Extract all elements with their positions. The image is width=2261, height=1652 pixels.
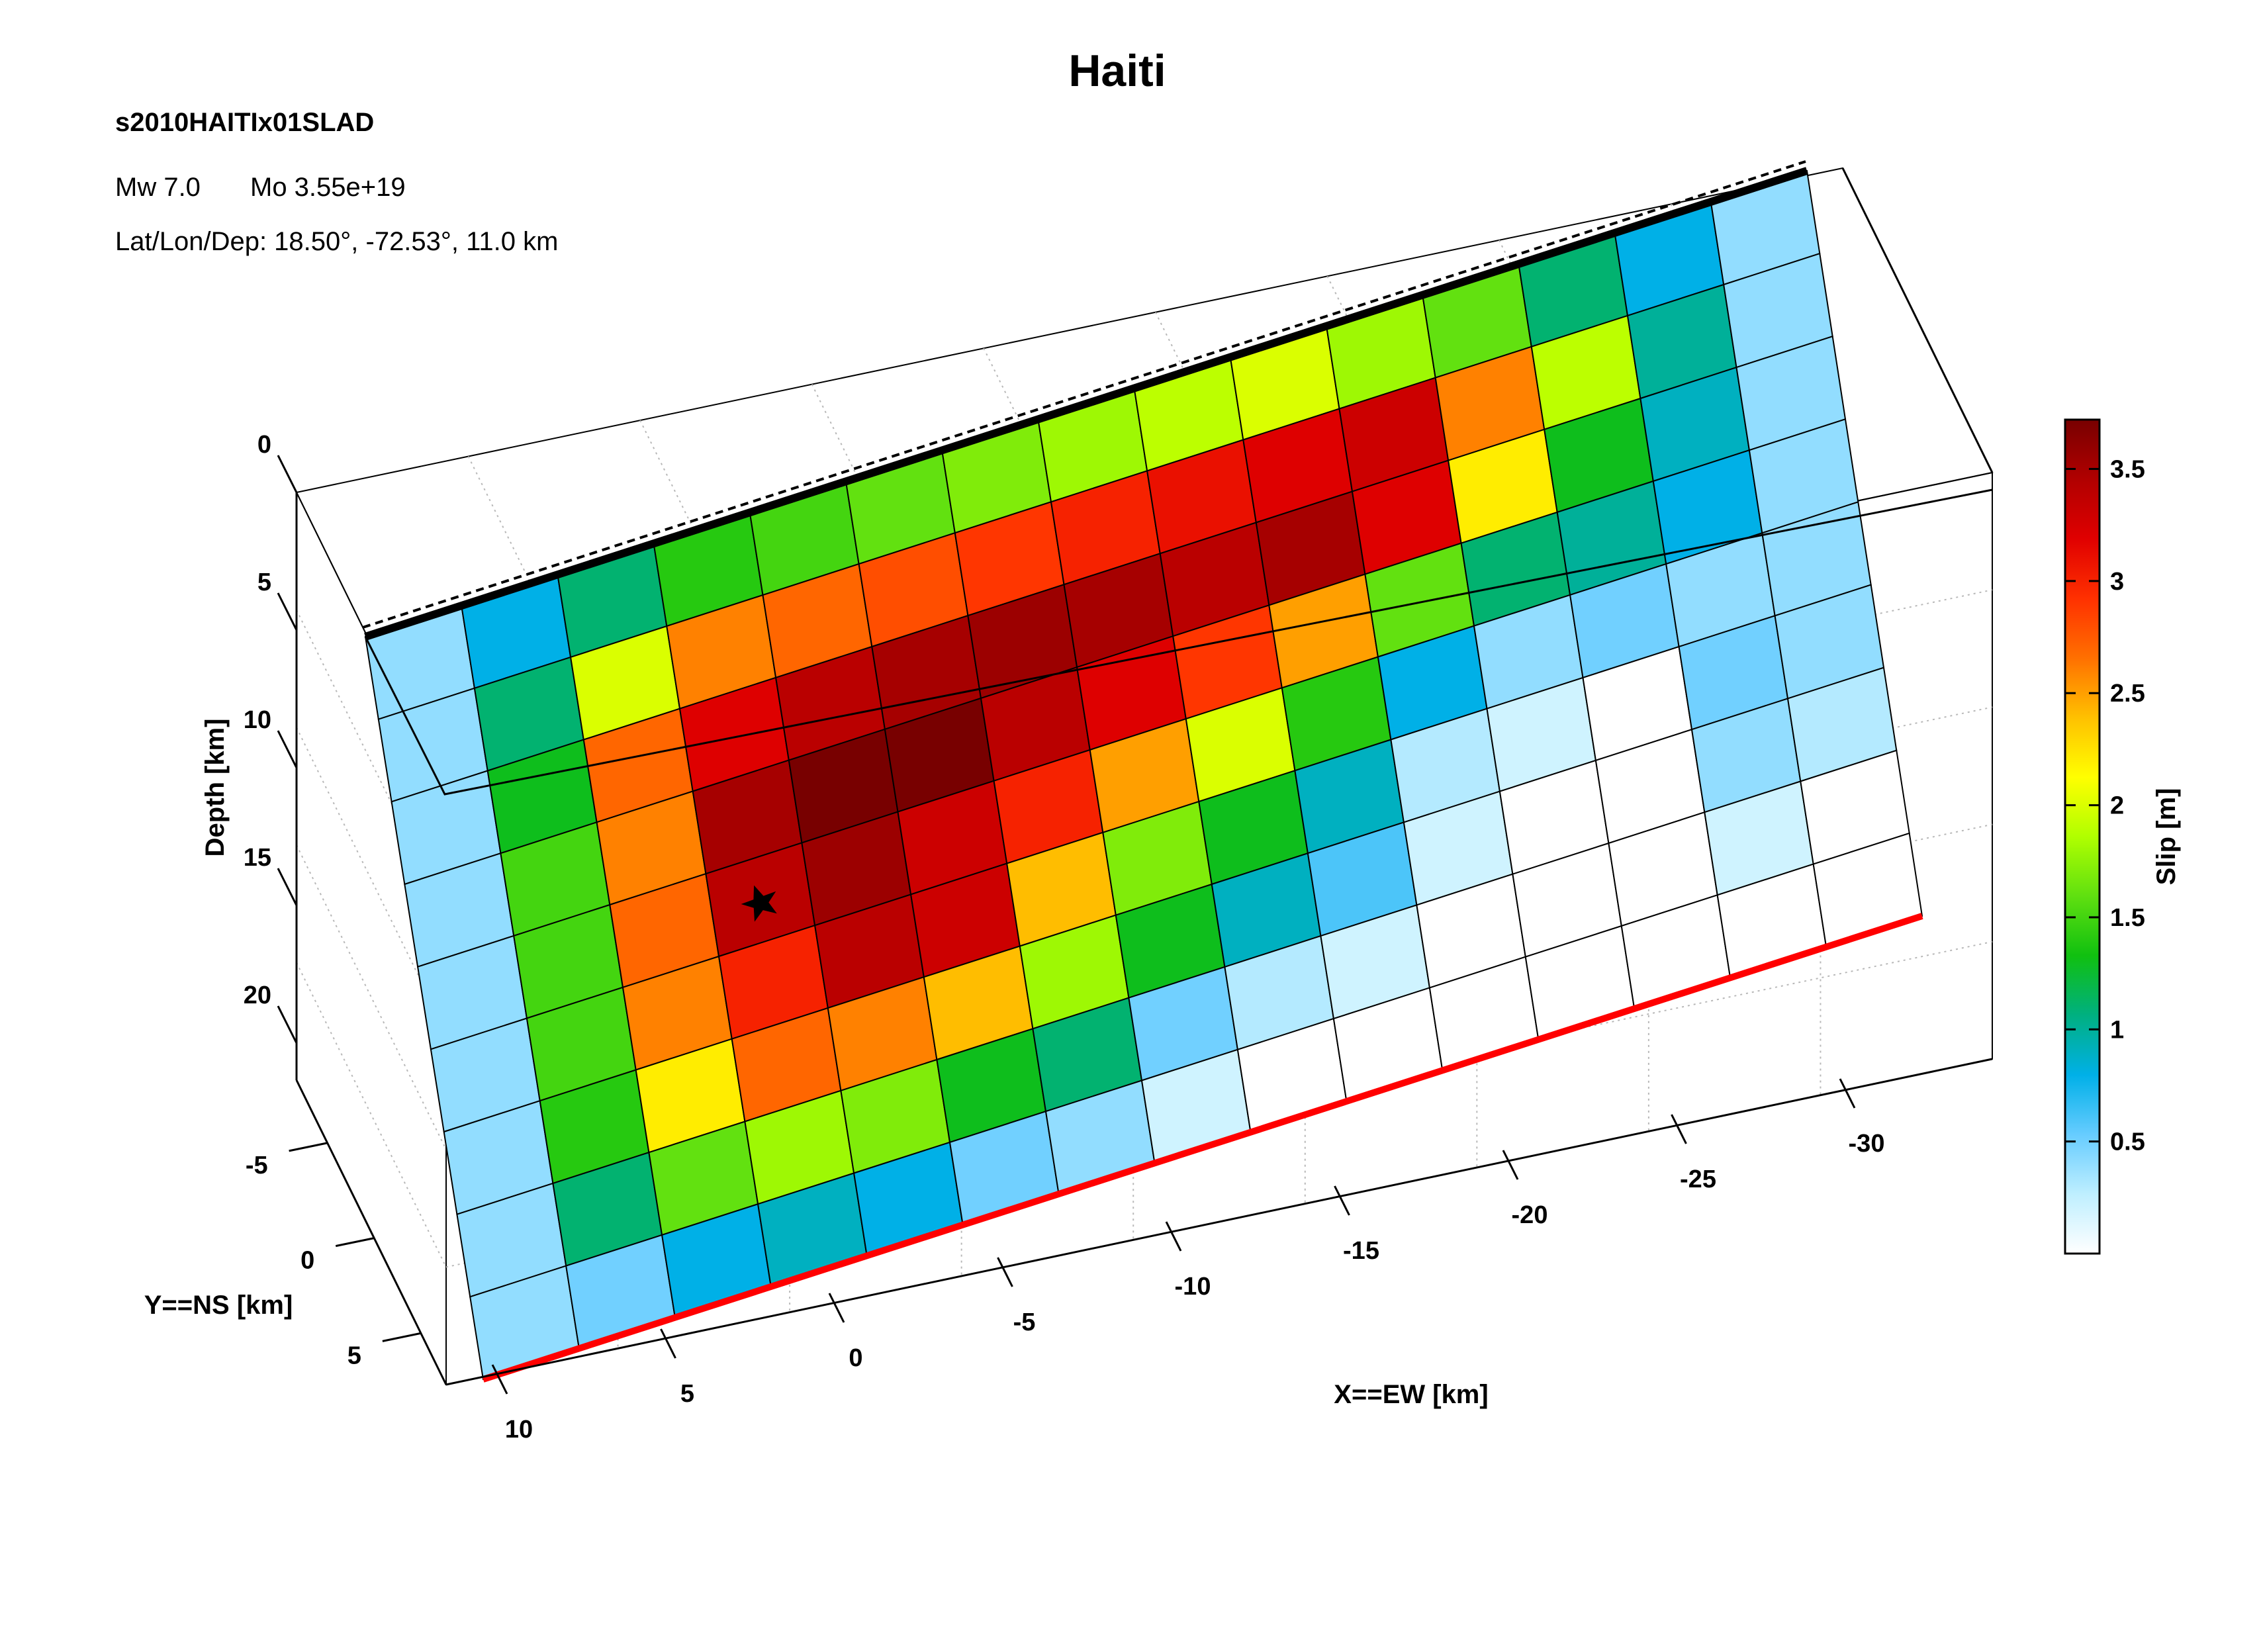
ew-axis: 10 5 0 -5 -10 -15 -20 -25 -30 [491,1078,1885,1444]
colorbar-tick-label: 2.5 [2110,680,2145,708]
ew-tick-label: -20 [1512,1201,1548,1229]
ew-tick-mark [1334,1185,1350,1216]
depth-axis: 0 5 10 15 20 [244,431,298,1044]
ew-tick-mark [997,1257,1013,1287]
colorbar-tick-label: 3 [2110,568,2124,596]
ns-tick-label: 5 [347,1342,361,1369]
moment-magnitude: Mw 7.0 [115,173,201,202]
ns-tick-mark [335,1237,375,1248]
ew-tick-label: 10 [505,1416,533,1444]
ns-tick-label: 0 [300,1247,314,1275]
depth-tick-label: 5 [257,569,271,596]
ns-tick-label: -5 [246,1152,268,1179]
depth-tick-label: 0 [257,431,271,459]
depth-tick-label: 20 [244,982,271,1009]
ew-tick-label: -5 [1013,1308,1036,1336]
depth-axis-label: Depth [km] [201,719,230,857]
depth-tick-label: 15 [244,844,271,872]
ns-axis-label: Y==NS [km] [144,1291,293,1320]
event-id: s2010HAITIx01SLAD [115,108,374,137]
fault-trace-dashed [362,160,1806,629]
colorbar-tick-label: 2 [2110,792,2124,820]
ew-tick-label: -30 [1849,1130,1885,1158]
ns-tick-mark [382,1332,422,1342]
fault-bottom-edge [482,913,1923,1383]
ew-tick-label: -10 [1175,1273,1211,1301]
hypocenter-location: Lat/Lon/Dep: 18.50°, -72.53°, 11.0 km [115,227,558,256]
colorbar-tick-label: 1.5 [2110,904,2145,932]
ew-tick-mark [660,1328,676,1359]
ew-tick-label: 5 [680,1380,694,1408]
hypocenter-star [741,885,777,922]
depth-tick-mark [277,868,298,906]
ew-axis-label: X==EW [km] [1334,1380,1488,1409]
ew-tick-label: 0 [849,1344,862,1372]
depth-tick-mark [277,455,298,493]
colorbar-gradient [2064,418,2101,1255]
depth-tick-mark [277,730,298,768]
ew-tick-mark [1502,1150,1519,1180]
ew-tick-label: -15 [1343,1237,1379,1265]
colorbar: 0.5 1 1.5 2 2.5 3 3.5 Slip [m] [2064,418,2181,1255]
depth-tick-mark [277,1005,298,1044]
colorbar-tick-label: 1 [2110,1016,2124,1044]
ew-tick-label: -25 [1680,1166,1716,1193]
ew-tick-mark [1671,1114,1687,1144]
chart-title: Haiti [1068,46,1166,96]
slip-patches [364,169,1923,1381]
seismic-moment: Mo 3.55e+19 [250,173,406,202]
colorbar-tick-label: 3.5 [2110,456,2145,484]
fault-lines [362,160,1993,1383]
ns-axis: -5 0 5 [246,1142,422,1369]
colorbar-tick-label: 0.5 [2110,1128,2145,1156]
ew-tick-mark [491,1364,508,1395]
colorbar-label: Slip [m] [2152,788,2181,886]
ew-tick-mark [828,1293,845,1323]
ew-tick-mark [1839,1078,1856,1109]
depth-tick-label: 10 [244,706,271,734]
ew-tick-mark [1165,1221,1182,1252]
depth-tick-mark [277,592,298,631]
fault-top-edge [364,167,1808,641]
plot-box-front [295,167,1994,1386]
ns-tick-mark [289,1142,328,1152]
